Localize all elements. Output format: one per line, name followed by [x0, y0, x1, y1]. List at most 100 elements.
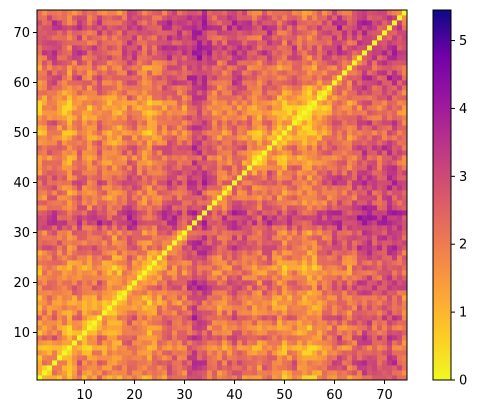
heatmap-cell: [142, 215, 148, 221]
heatmap-cell: [257, 335, 263, 341]
heatmap-cell: [97, 50, 103, 56]
heatmap-cell: [207, 250, 213, 256]
heatmap-cell: [322, 100, 328, 106]
heatmap-cell: [112, 340, 118, 346]
heatmap-cell: [42, 165, 48, 171]
heatmap-cell: [267, 100, 273, 106]
heatmap-cell: [127, 270, 133, 276]
heatmap-cell: [142, 225, 148, 231]
heatmap-cell: [37, 350, 43, 356]
heatmap-cell: [362, 340, 368, 346]
heatmap-cell: [252, 15, 258, 21]
heatmap-cell: [307, 200, 313, 206]
heatmap-cell: [342, 145, 348, 151]
heatmap-cell: [92, 95, 98, 101]
heatmap-cell: [97, 200, 103, 206]
heatmap-cell: [132, 180, 138, 186]
heatmap-cell: [347, 205, 353, 211]
heatmap-cell: [252, 45, 258, 51]
heatmap-cell: [122, 195, 128, 201]
heatmap-cell: [197, 245, 203, 251]
heatmap-cell: [142, 165, 148, 171]
heatmap-cell: [117, 310, 123, 316]
heatmap-cell: [82, 265, 88, 271]
heatmap-cell: [362, 370, 368, 376]
heatmap-cell: [172, 220, 178, 226]
heatmap-cell: [322, 70, 328, 76]
heatmap-cell: [257, 225, 263, 231]
heatmap-cell: [167, 255, 173, 261]
heatmap-cell: [212, 295, 218, 301]
heatmap-cell: [182, 110, 188, 116]
heatmap-cell: [322, 225, 328, 231]
heatmap-cell: [52, 150, 58, 156]
heatmap-cell: [162, 60, 168, 66]
heatmap-cell: [292, 355, 298, 361]
heatmap-cell: [347, 270, 353, 276]
heatmap-cell: [87, 260, 93, 266]
heatmap-cell: [317, 55, 323, 61]
heatmap-cell: [47, 155, 53, 161]
heatmap-cell: [192, 160, 198, 166]
heatmap-cell: [252, 285, 258, 291]
heatmap-cell: [372, 345, 378, 351]
heatmap-cell: [142, 170, 148, 176]
heatmap-cell: [222, 10, 228, 16]
heatmap-cell: [232, 360, 238, 366]
heatmap-cell: [122, 60, 128, 66]
heatmap-cell: [332, 135, 338, 141]
heatmap-cell: [157, 80, 163, 86]
heatmap-cell: [192, 290, 198, 296]
heatmap-cell: [47, 375, 53, 381]
heatmap-cell: [252, 300, 258, 306]
heatmap-cell: [122, 245, 128, 251]
heatmap-cell: [227, 365, 233, 371]
heatmap-cell: [257, 205, 263, 211]
heatmap-cell: [87, 270, 93, 276]
heatmap-cell: [262, 35, 268, 41]
heatmap-cell: [277, 10, 283, 16]
heatmap-cell: [252, 350, 258, 356]
heatmap-cell: [157, 160, 163, 166]
heatmap-cell: [152, 375, 158, 381]
heatmap-cell: [337, 255, 343, 261]
heatmap-cell: [52, 165, 58, 171]
heatmap-cell: [287, 135, 293, 141]
heatmap-cell: [67, 240, 73, 246]
heatmap-cell: [182, 155, 188, 161]
heatmap-cell: [222, 330, 228, 336]
heatmap-cell: [97, 80, 103, 86]
heatmap-cell: [92, 210, 98, 216]
heatmap-cell: [172, 275, 178, 281]
heatmap-cell: [102, 100, 108, 106]
heatmap-cell: [102, 220, 108, 226]
heatmap-cell: [82, 80, 88, 86]
heatmap-cell: [287, 95, 293, 101]
heatmap-cell: [302, 295, 308, 301]
heatmap-cell: [112, 230, 118, 236]
heatmap-cell: [97, 335, 103, 341]
heatmap-cell: [167, 320, 173, 326]
heatmap-cell: [302, 360, 308, 366]
heatmap-cell: [72, 335, 78, 341]
heatmap-cell: [182, 270, 188, 276]
heatmap-cell: [187, 325, 193, 331]
heatmap-cell: [97, 290, 103, 296]
heatmap-cell: [137, 125, 143, 131]
heatmap-cell: [117, 205, 123, 211]
heatmap-cell: [307, 185, 313, 191]
heatmap-cell: [122, 100, 128, 106]
heatmap-cell: [342, 110, 348, 116]
heatmap-cell: [152, 275, 158, 281]
heatmap-cell: [247, 155, 253, 161]
heatmap-cell: [242, 105, 248, 111]
heatmap-cell: [122, 140, 128, 146]
heatmap-cell: [192, 245, 198, 251]
heatmap-cell: [212, 230, 218, 236]
heatmap-cell: [357, 340, 363, 346]
heatmap-cell: [87, 20, 93, 26]
heatmap-cell: [227, 155, 233, 161]
heatmap-cell: [132, 295, 138, 301]
heatmap-cell: [57, 235, 63, 241]
heatmap-cell: [312, 210, 318, 216]
